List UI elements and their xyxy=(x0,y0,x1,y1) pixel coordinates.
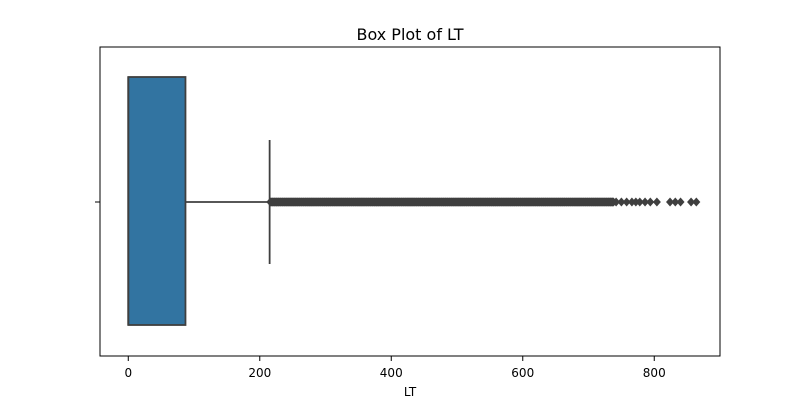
x-tick-label: 600 xyxy=(511,366,534,380)
x-tick-label: 200 xyxy=(248,366,271,380)
outlier-point xyxy=(692,197,701,207)
outlier-points xyxy=(266,197,701,207)
outlier-point xyxy=(646,197,655,207)
x-tick-label: 400 xyxy=(380,366,403,380)
outlier-point xyxy=(622,197,631,207)
outlier-point xyxy=(617,197,626,207)
x-axis-ticks: 0 200 400 600 800 xyxy=(124,356,666,380)
x-tick-label: 0 xyxy=(124,366,132,380)
outlier-point xyxy=(641,197,650,207)
box-iqr xyxy=(127,76,187,326)
chart-title: Box Plot of LT xyxy=(356,25,463,44)
outlier-point xyxy=(612,197,621,207)
x-tick-label: 800 xyxy=(643,366,666,380)
outlier-point xyxy=(687,197,696,207)
outlier-point xyxy=(652,197,661,207)
outlier-point xyxy=(671,197,680,207)
outlier-point xyxy=(635,197,644,207)
outlier-point xyxy=(666,197,675,207)
outlier-point xyxy=(676,197,685,207)
x-axis-label: LT xyxy=(404,385,417,399)
plot-area xyxy=(127,76,701,326)
